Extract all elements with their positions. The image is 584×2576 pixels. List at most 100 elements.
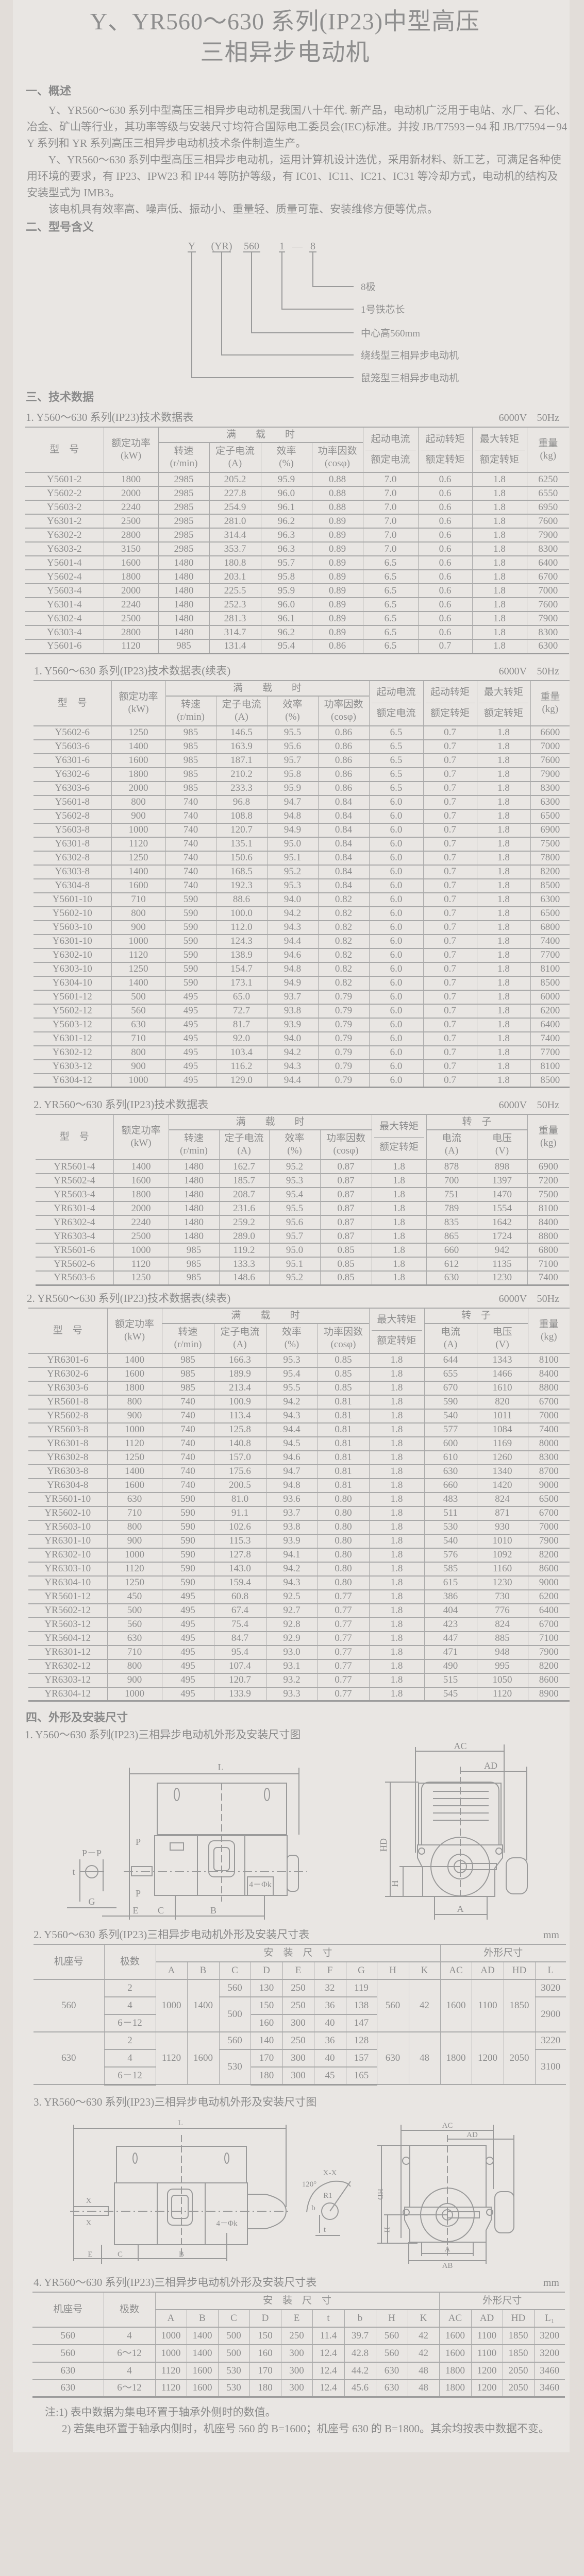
value-cell: 985 xyxy=(168,1257,220,1272)
value-cell: 1250 xyxy=(107,1450,162,1465)
value-cell: 1.8 xyxy=(369,1617,425,1632)
value-cell: 2985 xyxy=(158,472,210,487)
value-cell: 1.8 xyxy=(472,528,527,543)
header-current-label: 定子电流 xyxy=(222,699,261,710)
value-cell: 6950 xyxy=(526,500,570,515)
value-cell: 12.4 xyxy=(312,2379,345,2398)
model-cell: YR6301-6 xyxy=(28,1352,108,1368)
value-cell: 103.4 xyxy=(215,1045,268,1060)
value-cell: 95.3 xyxy=(265,1352,318,1368)
header-pf: 功率因数 (cosφ) xyxy=(311,442,363,473)
value-cell: 985 xyxy=(161,1352,214,1368)
value-cell: 7900 xyxy=(530,767,570,782)
value-cell: 0.87 xyxy=(320,1201,372,1216)
table-row: 630 2 1120 1600 560 140 250 36 128 630 48 1800 1200 2… xyxy=(34,2031,566,2085)
header-installation-dimensions: 安 装 尺 寸 xyxy=(155,1944,441,1962)
value-cell: 1000 xyxy=(111,1073,166,1088)
value-cell: 1100 xyxy=(471,2344,503,2363)
value-cell: 1470 xyxy=(476,1187,528,1202)
value-cell: 500 xyxy=(111,989,166,1005)
value-cell: 0.6 xyxy=(418,541,473,556)
value-cell: 93.1 xyxy=(265,1658,318,1674)
value-cell: 495 xyxy=(165,1073,216,1088)
value-cell: 1.8 xyxy=(472,583,527,598)
header-dim-col: E xyxy=(280,2309,313,2328)
value-cell: 6.5 xyxy=(369,725,424,740)
value-cell: 1.8 xyxy=(369,1505,425,1521)
value-cell: 0.79 xyxy=(318,1073,370,1088)
dim-label-AC: AC xyxy=(442,2122,453,2130)
table-row: 560 4 1000 1400 500 150 250 11.4 39.7 560 42 1600 11… xyxy=(32,2326,565,2345)
model-cell: YR6301-8 xyxy=(28,1436,108,1451)
value-cell: 0.85 xyxy=(320,1257,372,1272)
code-core-length: 1 xyxy=(279,241,285,252)
value-cell: 1420 xyxy=(476,1478,528,1493)
value-cell: 112.0 xyxy=(215,920,268,935)
value-cell: 250 xyxy=(282,1996,314,2015)
value-cell: 1.8 xyxy=(369,1547,425,1563)
value-cell: 127.8 xyxy=(213,1547,266,1563)
value-cell: 6.5 xyxy=(369,753,424,768)
value-cell: 386 xyxy=(424,1589,477,1604)
document-title-line1: Y、YR560～630 系列(IP23)中型高压 xyxy=(90,8,480,35)
header-weight-unit: (kg) xyxy=(540,1138,557,1148)
value-cell: 700 xyxy=(426,1173,477,1188)
value-cell: 39.7 xyxy=(344,2326,376,2345)
value-cell: 6.0 xyxy=(369,836,424,852)
value-cell: 189.9 xyxy=(213,1366,266,1382)
table-row: YR5601-6 1000 985 119.2 95.0 0.85 1.8 660 942 680… xyxy=(36,1243,570,1258)
value-cell: 0.82 xyxy=(318,975,370,991)
value-cell: 0.6 xyxy=(418,472,473,487)
header-pf-unit: (cosφ) xyxy=(333,1145,359,1156)
value-cell: 1.8 xyxy=(476,781,531,796)
value-cell: 95.9 xyxy=(260,583,312,598)
value-cell: 1.8 xyxy=(369,1366,425,1382)
value-cell: 138 xyxy=(345,1996,377,2015)
dim-table-yr-caption: 4. YR560～630 系列(IP23)三相异步电动机外形及安装尺寸表 mm xyxy=(34,2275,570,2290)
header-dim-col: D xyxy=(250,1961,283,1980)
model-cell: YR6301-4 xyxy=(36,1201,114,1216)
header-weight-label: 重量 xyxy=(538,1125,558,1136)
poles-cell: 6－12 xyxy=(104,2014,156,2032)
header-dim-col: G xyxy=(345,1961,377,1980)
value-cell: 95.5 xyxy=(265,1380,318,1396)
value-cell: 0.6 xyxy=(418,486,473,501)
section-overview-heading: 一、概述 xyxy=(26,85,72,98)
value-cell: 36 xyxy=(313,2031,346,2050)
header-dim-col: H xyxy=(375,2309,408,2328)
value-cell: 95.8 xyxy=(260,569,312,584)
value-cell: 500 xyxy=(107,1603,162,1618)
value-cell: 615 xyxy=(424,1575,477,1590)
value-cell: 1169 xyxy=(476,1436,528,1451)
table-y-spec: 6000V 50Hz xyxy=(498,412,559,423)
value-cell: 1.8 xyxy=(369,1533,425,1549)
model-cell: Y5603-12 xyxy=(34,1017,112,1032)
value-cell: 1050 xyxy=(476,1672,528,1688)
value-cell: 495 xyxy=(161,1686,214,1702)
value-cell: 120.7 xyxy=(213,1672,266,1688)
header-rotor-current-label: 电流 xyxy=(442,1133,462,1144)
value-cell: 710 xyxy=(111,1031,166,1046)
value-cell: 6000 xyxy=(530,989,570,1005)
value-cell: 7000 xyxy=(527,1519,570,1535)
value-cell: 0.89 xyxy=(311,569,363,584)
value-cell: 740 xyxy=(161,1422,214,1437)
header-dim-col: E xyxy=(282,1961,314,1980)
header-model: 型 号 xyxy=(36,1114,114,1160)
value-cell: 740 xyxy=(165,850,216,866)
value-cell: 8100 xyxy=(530,1059,570,1074)
value-cell: 7900 xyxy=(526,611,570,626)
value-cell: 1000 xyxy=(113,1243,169,1258)
value-cell: 885 xyxy=(476,1631,528,1646)
header-frame: 机座号 xyxy=(32,2291,104,2328)
value-cell: 0.6 xyxy=(418,625,473,640)
value-cell: 1100 xyxy=(471,1979,504,2032)
value-cell: 6300 xyxy=(530,794,570,810)
value-cell: 250 xyxy=(282,1979,314,1997)
model-cell: Y5603-10 xyxy=(34,920,112,935)
value-cell: 300 xyxy=(282,2014,314,2032)
value-cell: 495 xyxy=(161,1658,214,1674)
value-cell: 0.79 xyxy=(318,1031,370,1046)
value-cell: 281.3 xyxy=(209,611,261,626)
model-cell: Y6302-2 xyxy=(25,528,104,543)
